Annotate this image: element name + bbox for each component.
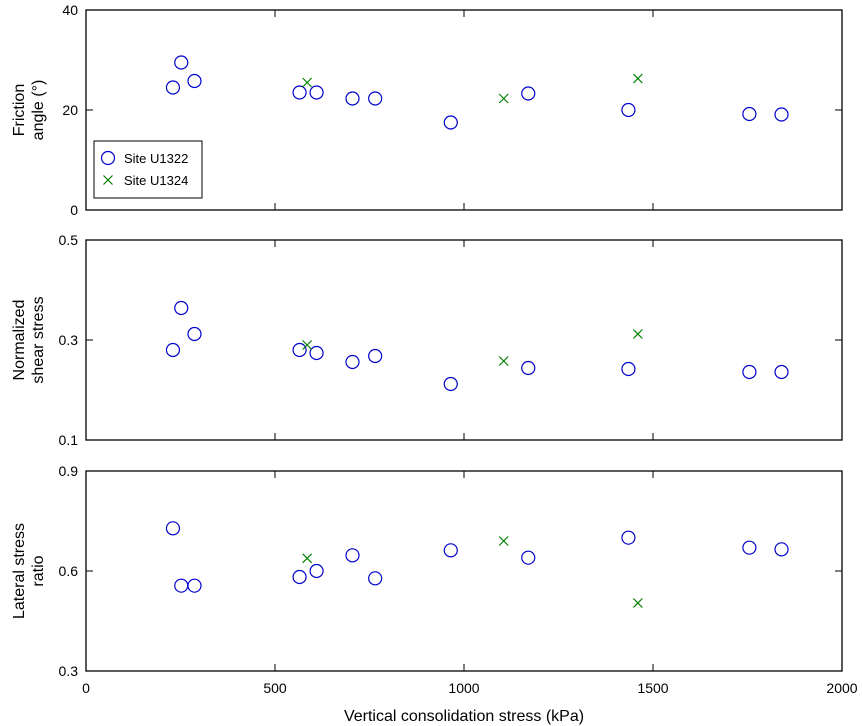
panel-2-series-1-point-6	[345, 354, 360, 370]
panel-3-ylabel-line-2: ratio	[30, 555, 47, 586]
panel-1-series-1-point-5	[309, 85, 324, 100]
panel-2-series-1-point-9	[521, 360, 536, 376]
panel-3-series-1-point-8	[443, 543, 458, 558]
panel-3-series-1-point-2	[174, 578, 189, 593]
panel-3-series-1-point-9	[521, 550, 536, 565]
panel-2-series-1-point-4	[292, 342, 307, 358]
panel-2: 0.1 0.3 0.5 Normalized shear stress	[11, 232, 843, 448]
legend-marker-1	[100, 150, 116, 166]
panel-3-ytick-label-2: 0.9	[59, 463, 79, 479]
panel-2-ytick-label-1: 0.3	[59, 332, 79, 348]
panel-1-ylabel-line-2: angle (°)	[30, 80, 47, 141]
panel-1-series-1-point-10	[621, 102, 636, 118]
legend-marker-2-stroke-b	[103, 175, 113, 185]
panel-1-ytick-label-0: 0	[70, 202, 78, 218]
panel-2-series-1-point-7	[368, 348, 383, 364]
panel-3-series-2-point-1	[302, 553, 313, 564]
panel-2-ylabel-line-1: Normalized	[11, 300, 28, 381]
legend: Site U1322 Site U1324	[93, 140, 203, 199]
panel-1-ylabel: Friction angle (°)	[11, 80, 47, 141]
panel-2-series-2-point-2	[498, 356, 509, 366]
panel-1-series-2-point-3	[632, 73, 643, 84]
x-tick-label-1: 500	[263, 680, 287, 696]
panel-2-series-1-point-1	[165, 342, 181, 358]
panel-1-ytick-label-2: 40	[62, 2, 78, 18]
panel-1-series-1-point-12	[774, 107, 789, 122]
panel-1-series-1-point-7	[368, 91, 383, 106]
panel-3-series-2-point-2-stroke-b	[498, 536, 509, 546]
panel-3-series-1-point-6	[345, 548, 360, 563]
panel-3-series-2-point-1-stroke-b	[302, 553, 313, 564]
x-tick-label-3: 1500	[637, 680, 668, 696]
panel-2-series-2-point-3	[632, 329, 643, 339]
x-axis-title: Vertical consolidation stress (kPa)	[344, 708, 584, 725]
panel-3-series-1-point-4	[292, 569, 307, 585]
panel-1-series-1-point-4	[292, 85, 307, 100]
panel-3-series-2-point-3	[632, 598, 643, 608]
panel-3-series-1-point-10	[621, 530, 636, 545]
panel-2-series-1-point-12	[774, 364, 789, 380]
panel-2-series-1-point-2	[174, 300, 189, 316]
panel-3-frame	[85, 470, 843, 672]
panel-3-series-2-point-2	[498, 536, 509, 546]
panel-3-ytick-label-0: 0.3	[59, 663, 79, 679]
panel-2-series-2-point-2-stroke-b	[498, 356, 509, 366]
panel-2-series-1-point-5	[309, 345, 324, 361]
panel-2-ytick-label-0: 0.1	[59, 432, 79, 448]
panel-1-ylabel-line-1: Friction	[11, 84, 28, 136]
legend-label-1: Site U1322	[124, 151, 188, 166]
panel-3-series-1-point-1	[165, 521, 181, 536]
legend-marker-2	[103, 175, 113, 185]
panel-2-series-2-point-1-stroke-b	[302, 340, 313, 350]
panel-1-series-1-point-3	[187, 73, 202, 89]
panel-3-ylabel: Lateral stress ratio	[11, 523, 47, 619]
panel-3-ytick-label-1: 0.6	[59, 563, 79, 579]
panel-3-series-1-point-11	[742, 540, 757, 555]
panel-2-series-1-point-3	[187, 326, 202, 342]
panel-3: 0.3 0.6 0.9 0 500 1000 1500 2000 Lateral stress r…	[11, 463, 858, 696]
panel-2-ylabel: Normalized shear stress	[11, 296, 47, 383]
panel-1-series-1-point-8	[443, 115, 458, 130]
panel-1-series-2-point-2-stroke-b	[498, 93, 509, 104]
panel-2-series-1-point-11	[742, 364, 757, 380]
legend-label-2: Site U1324	[124, 173, 188, 188]
panel-3-series-1-point-5	[309, 563, 324, 579]
panel-2-series-2-point-3-stroke-b	[632, 329, 643, 339]
panel-2-series-1-point-8	[443, 376, 458, 392]
x-tick-label-2: 1000	[448, 680, 479, 696]
panel-3-series-1-point-12	[774, 542, 789, 557]
panel-2-ytick-label-2: 0.5	[59, 232, 79, 248]
panel-3-series-1-point-3	[187, 578, 202, 593]
panel-3-series-1-point-7	[368, 571, 383, 586]
panel-1-series-2-point-2	[498, 93, 509, 104]
panel-3-series-2-point-3-stroke-b	[632, 598, 643, 608]
panel-2-series-2-point-1	[302, 340, 313, 350]
panel-1-series-1-point-9	[521, 86, 536, 101]
panel-1-series-2-point-1-stroke-b	[302, 77, 313, 88]
panel-1-series-2-point-3-stroke-b	[632, 73, 643, 84]
panel-1-series-1-point-11	[742, 106, 757, 122]
panel-1-series-1-point-6	[345, 91, 360, 106]
panel-1-ytick-label-1: 20	[62, 102, 78, 118]
x-tick-label-4: 2000	[826, 680, 857, 696]
panel-2-ylabel-line-2: shear stress	[30, 296, 47, 383]
panel-3-ylabel-line-1: Lateral stress	[11, 523, 28, 619]
panel-1-series-1-point-2	[174, 55, 189, 70]
panel-2-frame	[85, 239, 843, 441]
legend-box	[93, 140, 203, 199]
panel-2-series-1-point-10	[621, 361, 636, 377]
panel-1-series-2-point-1	[302, 77, 313, 88]
x-tick-label-0: 0	[82, 680, 90, 696]
panel-1-series-1-point-1	[165, 80, 181, 95]
